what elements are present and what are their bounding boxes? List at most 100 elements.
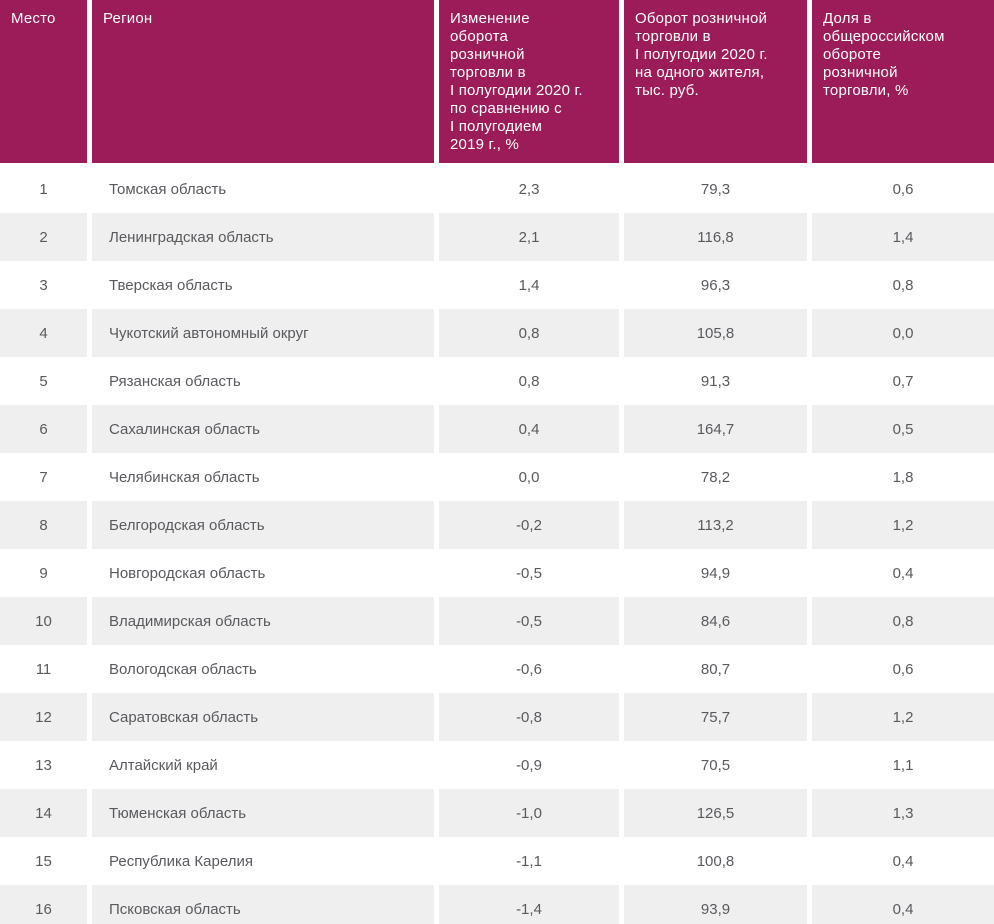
cell-share: 0,8 [807,597,994,645]
cell-change: 2,1 [434,213,619,261]
cell-change: 0,8 [434,309,619,357]
cell-place: 8 [0,501,87,549]
cell-region: Томская область [87,165,434,213]
col-header-change: Изменение оборота розничной торговли в I… [434,0,619,165]
cell-share: 1,2 [807,693,994,741]
table-header: Место Регион Изменение оборота розничной… [0,0,994,165]
table-row: 3 Тверская область 1,4 96,3 0,8 [0,261,994,309]
table-row: 2 Ленинградская область 2,1 116,8 1,4 [0,213,994,261]
table-row: 10 Владимирская область -0,5 84,6 0,8 [0,597,994,645]
cell-share: 1,4 [807,213,994,261]
cell-share: 0,6 [807,165,994,213]
cell-region: Владимирская область [87,597,434,645]
cell-change: -0,2 [434,501,619,549]
cell-share: 0,0 [807,309,994,357]
cell-share: 1,8 [807,453,994,501]
table-row: 15 Республика Карелия -1,1 100,8 0,4 [0,837,994,885]
cell-region: Алтайский край [87,741,434,789]
col-header-place: Место [0,0,87,165]
cell-place: 6 [0,405,87,453]
cell-region: Белгородская область [87,501,434,549]
cell-region: Республика Карелия [87,837,434,885]
cell-change: -0,9 [434,741,619,789]
cell-place: 3 [0,261,87,309]
table-row: 8 Белгородская область -0,2 113,2 1,2 [0,501,994,549]
table-row: 11 Вологодская область -0,6 80,7 0,6 [0,645,994,693]
cell-share: 0,4 [807,549,994,597]
cell-change: 0,8 [434,357,619,405]
cell-change: -0,5 [434,597,619,645]
cell-place: 4 [0,309,87,357]
table-row: 7 Челябинская область 0,0 78,2 1,8 [0,453,994,501]
cell-change: -1,0 [434,789,619,837]
cell-share: 0,8 [807,261,994,309]
cell-region: Чукотский автономный округ [87,309,434,357]
cell-region: Псковская область [87,885,434,924]
table-body: 1 Томская область 2,3 79,3 0,6 2 Ленингр… [0,165,994,924]
cell-change: -0,5 [434,549,619,597]
cell-turnover: 70,5 [619,741,807,789]
cell-place: 5 [0,357,87,405]
table-row: 14 Тюменская область -1,0 126,5 1,3 [0,789,994,837]
cell-region: Челябинская область [87,453,434,501]
cell-change: -1,4 [434,885,619,924]
table-row: 12 Саратовская область -0,8 75,7 1,2 [0,693,994,741]
cell-region: Новгородская область [87,549,434,597]
cell-share: 1,3 [807,789,994,837]
cell-place: 16 [0,885,87,924]
cell-region: Рязанская область [87,357,434,405]
table-row: 13 Алтайский край -0,9 70,5 1,1 [0,741,994,789]
cell-share: 1,1 [807,741,994,789]
cell-turnover: 113,2 [619,501,807,549]
cell-share: 0,4 [807,885,994,924]
cell-region: Тверская область [87,261,434,309]
cell-place: 11 [0,645,87,693]
cell-region: Вологодская область [87,645,434,693]
cell-place: 9 [0,549,87,597]
cell-share: 0,7 [807,357,994,405]
cell-change: 0,0 [434,453,619,501]
cell-place: 12 [0,693,87,741]
table-row: 1 Томская область 2,3 79,3 0,6 [0,165,994,213]
col-header-share: Доля в общероссийском обороте розничной … [807,0,994,165]
cell-place: 14 [0,789,87,837]
cell-turnover: 116,8 [619,213,807,261]
cell-turnover: 100,8 [619,837,807,885]
cell-change: 1,4 [434,261,619,309]
cell-place: 10 [0,597,87,645]
cell-place: 2 [0,213,87,261]
table-row: 9 Новгородская область -0,5 94,9 0,4 [0,549,994,597]
cell-region: Тюменская область [87,789,434,837]
cell-region: Ленинградская область [87,213,434,261]
cell-turnover: 93,9 [619,885,807,924]
table-row: 5 Рязанская область 0,8 91,3 0,7 [0,357,994,405]
cell-turnover: 91,3 [619,357,807,405]
cell-change: -0,8 [434,693,619,741]
cell-change: -0,6 [434,645,619,693]
cell-turnover: 84,6 [619,597,807,645]
col-header-turnover: Оборот розничной торговли в I полугодии … [619,0,807,165]
cell-change: -1,1 [434,837,619,885]
table-row: 6 Сахалинская область 0,4 164,7 0,5 [0,405,994,453]
cell-turnover: 94,9 [619,549,807,597]
header-row: Место Регион Изменение оборота розничной… [0,0,994,165]
cell-change: 2,3 [434,165,619,213]
cell-turnover: 75,7 [619,693,807,741]
cell-turnover: 79,3 [619,165,807,213]
cell-place: 15 [0,837,87,885]
cell-region: Саратовская область [87,693,434,741]
cell-share: 1,2 [807,501,994,549]
cell-turnover: 80,7 [619,645,807,693]
cell-turnover: 126,5 [619,789,807,837]
cell-change: 0,4 [434,405,619,453]
cell-share: 0,5 [807,405,994,453]
cell-share: 0,6 [807,645,994,693]
col-header-region: Регион [87,0,434,165]
cell-share: 0,4 [807,837,994,885]
cell-turnover: 164,7 [619,405,807,453]
cell-region: Сахалинская область [87,405,434,453]
cell-place: 7 [0,453,87,501]
table-row: 16 Псковская область -1,4 93,9 0,4 [0,885,994,924]
